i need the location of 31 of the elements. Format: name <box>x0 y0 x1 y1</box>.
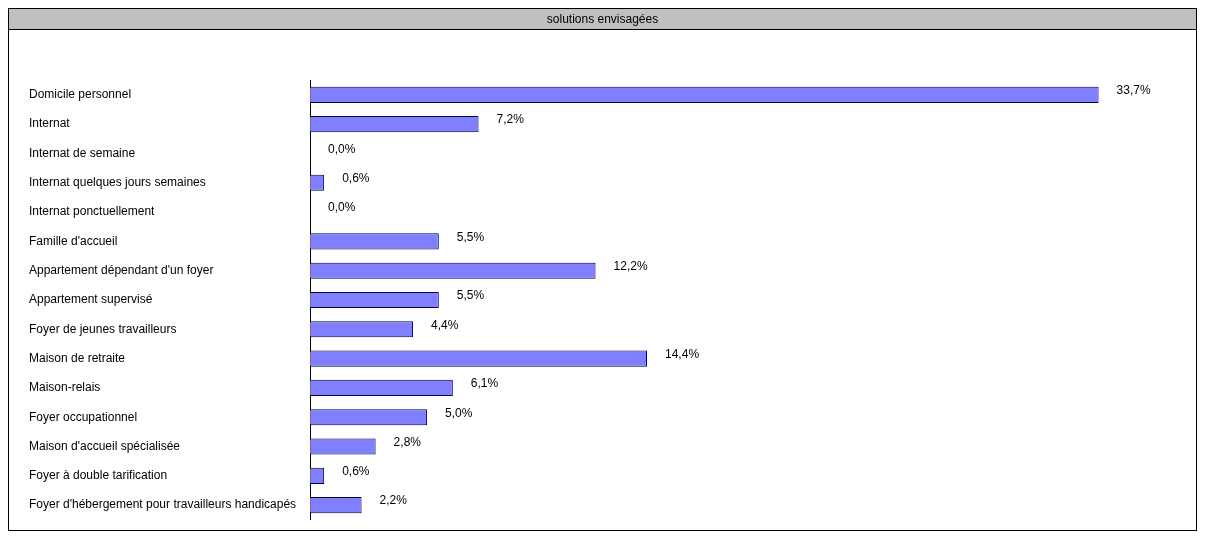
data-label: 12,2% <box>613 259 648 274</box>
data-label: 0,0% <box>328 200 356 215</box>
data-label: 2,8% <box>393 434 422 449</box>
data-label: 5,5% <box>456 288 485 303</box>
y-tick-label: Foyer occupationnel <box>29 409 138 424</box>
y-tick-label: Appartement supervisé <box>29 292 153 307</box>
data-label: 0,6% <box>342 464 370 479</box>
y-tick-label: Maison d'accueil spécialisée <box>29 438 181 453</box>
y-tick-label: Appartement dépendant d'un foyer <box>29 263 214 278</box>
y-tick-label: Internat <box>29 116 71 131</box>
y-tick-label: Internat quelques jours semaines <box>29 175 206 190</box>
data-label: 7,2% <box>496 112 525 127</box>
data-label: 0,6% <box>342 171 370 186</box>
y-tick-label: Foyer de jeunes travailleurs <box>29 321 177 336</box>
data-label: 5,0% <box>445 405 473 420</box>
y-tick-label: Foyer à double tarification <box>29 468 168 483</box>
data-label: 33,7% <box>1116 83 1151 98</box>
data-label: 4,4% <box>431 317 459 332</box>
y-tick-label: Foyer d'hébergement pour travailleurs handicapés <box>29 497 297 512</box>
y-tick-label: Domicile personnel <box>29 87 132 102</box>
y-tick-label: Maison-relais <box>29 380 101 395</box>
data-label: 6,1% <box>470 376 499 391</box>
y-tick-label: Maison de retraite <box>29 350 126 365</box>
chart-title: solutions envisagées <box>9 9 1196 30</box>
data-label: 5,5% <box>456 229 485 244</box>
data-label: 0,0% <box>328 141 356 156</box>
y-tick-label: Internat de semaine <box>29 145 136 160</box>
y-tick-label: Famille d'accueil <box>29 233 118 248</box>
data-label: 14,4% <box>665 346 700 361</box>
data-label: 2,2% <box>379 493 408 508</box>
y-tick-label: Internat ponctuellement <box>29 204 156 219</box>
